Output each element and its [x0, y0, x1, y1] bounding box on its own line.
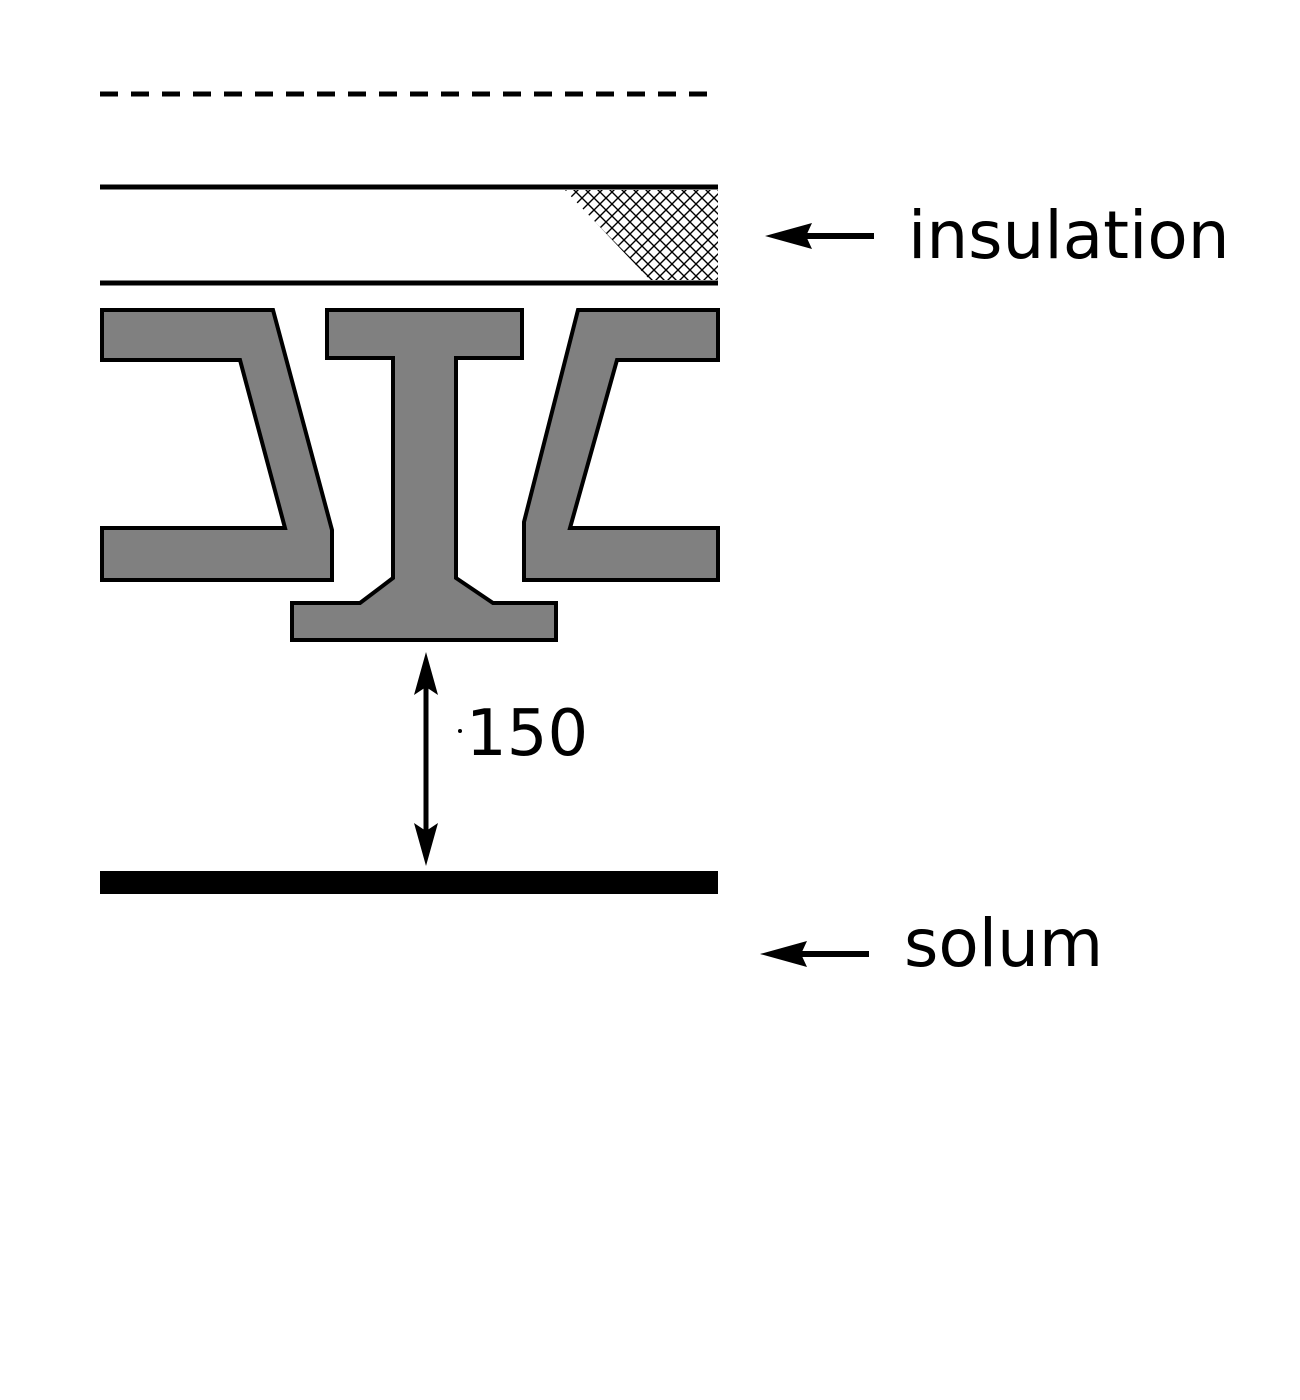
insulation-hatch [565, 190, 718, 280]
clearance-dot [458, 729, 462, 733]
central-i-beam [290, 308, 558, 642]
left-joist [100, 308, 334, 582]
solum-line [100, 871, 718, 894]
insulation-arrow-head [765, 223, 812, 249]
solum-label: solum [904, 905, 1103, 982]
right-joist [522, 308, 720, 582]
clearance-arrow-down [414, 823, 438, 866]
clearance-arrow-up [414, 652, 438, 695]
solum-arrow-head [760, 941, 807, 967]
insulation-label: insulation [908, 197, 1230, 274]
clearance-label: 150 [466, 697, 588, 771]
